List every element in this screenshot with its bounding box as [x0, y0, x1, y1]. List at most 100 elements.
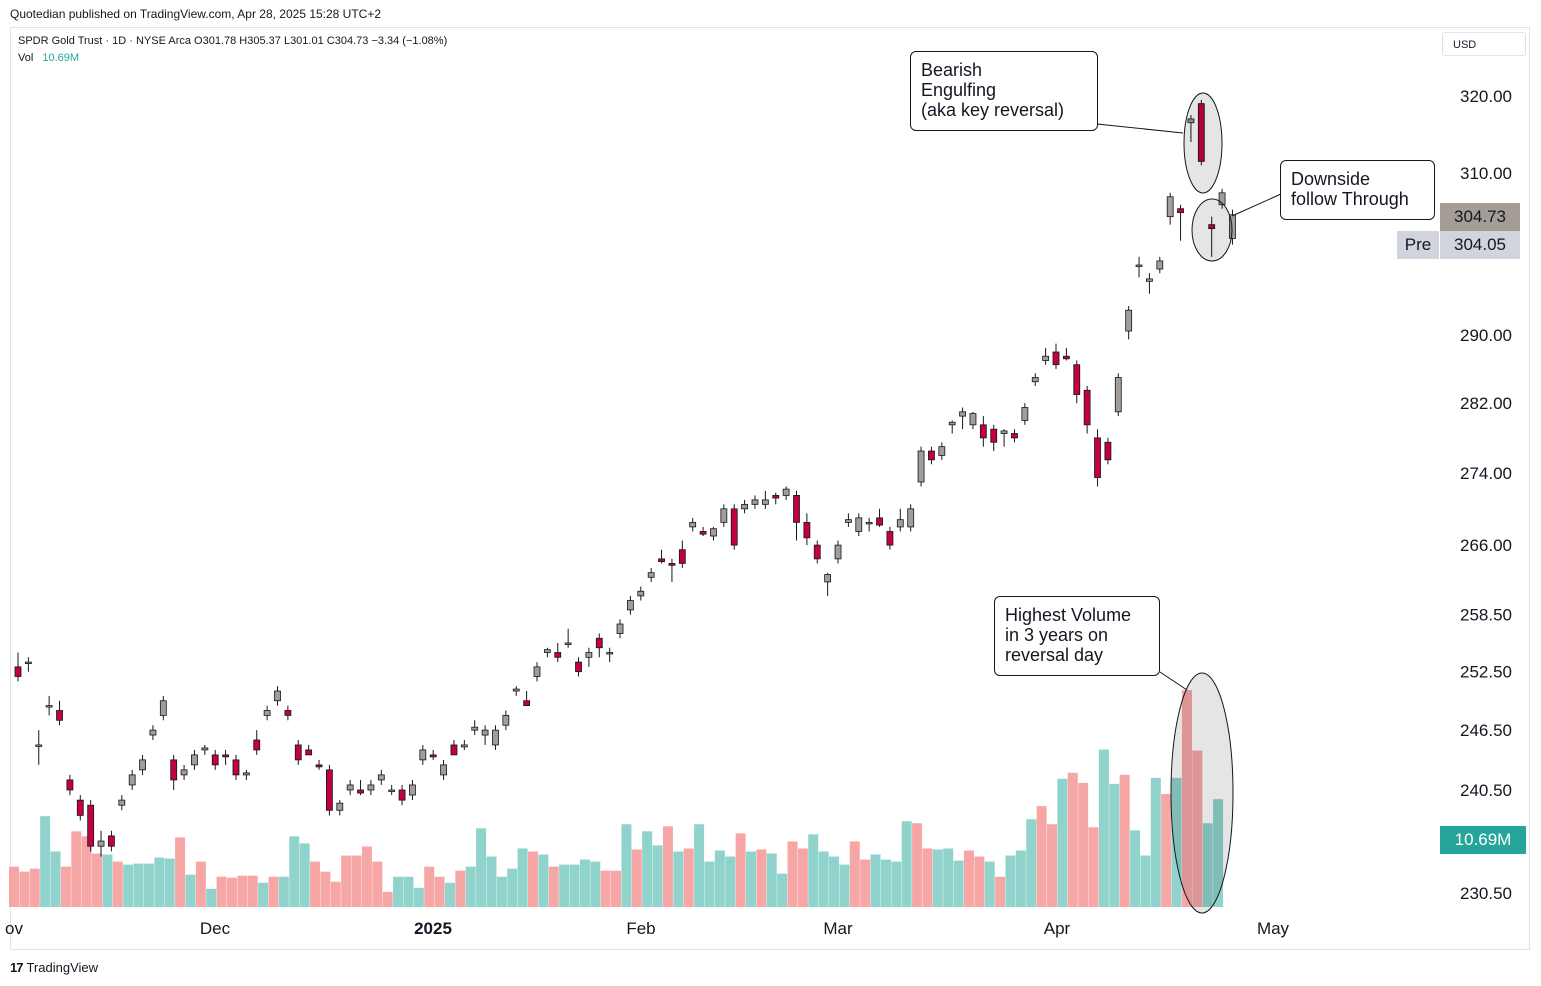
candle-body: [1052, 351, 1060, 366]
candle-body: [460, 744, 468, 748]
candle: [232, 754, 240, 780]
volume-bar: [50, 851, 61, 907]
candle: [45, 695, 53, 716]
candle: [118, 795, 126, 811]
candle-body: [710, 528, 717, 537]
volume-bar: [714, 850, 725, 907]
volume-bar: [1005, 855, 1016, 907]
candle: [1135, 256, 1143, 278]
time-axis: ov Dec 2025 Feb Mar Apr May: [5, 919, 1290, 938]
candle-body: [627, 600, 634, 611]
candle-body: [813, 544, 821, 560]
candle-body: [658, 558, 665, 563]
volume-bar: [258, 882, 269, 907]
volume-layer: [9, 690, 1224, 907]
candle-body: [357, 789, 364, 794]
volume-bar: [735, 833, 746, 907]
candle-body: [24, 661, 32, 664]
candle-body: [647, 572, 655, 578]
candle: [658, 549, 665, 564]
volume-bar: [849, 841, 860, 907]
candle: [1052, 343, 1060, 369]
volume-bar: [164, 858, 175, 907]
candle-body: [118, 799, 126, 806]
candle-body: [76, 799, 84, 816]
candle-body: [1156, 260, 1164, 270]
candle: [377, 769, 385, 785]
candle-body: [180, 769, 188, 776]
published-line: Quotedian published on TradingView.com, …: [10, 7, 382, 21]
volume-bar: [860, 859, 871, 907]
volume-bar: [278, 876, 289, 907]
candle: [1042, 347, 1050, 365]
volume-bar: [247, 875, 258, 907]
candle: [990, 424, 998, 452]
candle: [180, 764, 188, 780]
volume-badge: 10.69M: [1440, 826, 1526, 854]
volume-bar: [787, 841, 798, 907]
volume-bar: [289, 836, 300, 907]
volume-bar: [642, 831, 653, 907]
volume-legend: Vol 10.69M: [18, 52, 79, 64]
candle-body: [876, 517, 883, 526]
candle: [512, 686, 520, 696]
volume-bar: [1192, 750, 1203, 907]
last-price-badge: 304.73: [1440, 203, 1520, 231]
volume-bar: [1088, 827, 1099, 907]
candle-body: [242, 772, 250, 776]
volume-bar: [766, 853, 777, 907]
candle-body: [409, 784, 416, 796]
candle: [730, 504, 738, 550]
volume-bar: [382, 891, 393, 907]
volume-bar: [9, 866, 19, 907]
volume-bar: [206, 888, 217, 907]
tradingview-mark-icon: 17: [10, 960, 24, 975]
candle-body: [564, 642, 572, 645]
candle: [741, 499, 748, 514]
candle-body: [108, 835, 115, 847]
volume-legend-value: 10.69M: [42, 52, 80, 64]
candle: [959, 407, 966, 430]
volume-bar: [133, 863, 144, 907]
candle-body: [824, 574, 832, 583]
volume-bar: [922, 848, 933, 907]
candle: [1146, 273, 1153, 294]
candle: [409, 779, 416, 801]
candle-body: [1166, 196, 1174, 218]
volume-bar: [29, 868, 40, 907]
candle: [284, 705, 292, 721]
volume-bar: [579, 859, 590, 907]
tradingview-logo[interactable]: 17 TradingView: [10, 960, 98, 975]
price-tick-label: 266.00: [1460, 536, 1512, 555]
candle: [211, 749, 219, 770]
candle: [367, 779, 375, 796]
candle: [502, 710, 510, 731]
candle: [357, 779, 364, 796]
candle: [575, 657, 582, 677]
volume-bar: [434, 876, 445, 907]
time-tick-label: 2025: [414, 919, 452, 938]
volume-bar: [195, 861, 206, 907]
volume-bar: [559, 864, 570, 907]
volume-bar: [1098, 749, 1109, 907]
candle-body: [274, 690, 281, 702]
candle-body: [782, 488, 790, 496]
candle: [554, 642, 562, 663]
volume-note: Highest Volume in 3 years on reversal da…: [994, 596, 1160, 676]
candle: [896, 508, 904, 532]
candle-body: [346, 784, 354, 791]
currency-selector[interactable]: USD: [1442, 32, 1526, 56]
candle: [305, 744, 313, 756]
volume-bar: [507, 868, 518, 907]
candle: [1125, 306, 1133, 340]
candle: [1177, 204, 1184, 241]
candle: [1114, 373, 1122, 417]
candle-body: [959, 411, 966, 417]
candle-body: [191, 754, 198, 766]
volume-bar: [745, 851, 756, 907]
candle: [772, 492, 780, 505]
candle: [1094, 429, 1101, 487]
candle-body: [398, 789, 406, 801]
volume-bar: [1202, 823, 1213, 907]
